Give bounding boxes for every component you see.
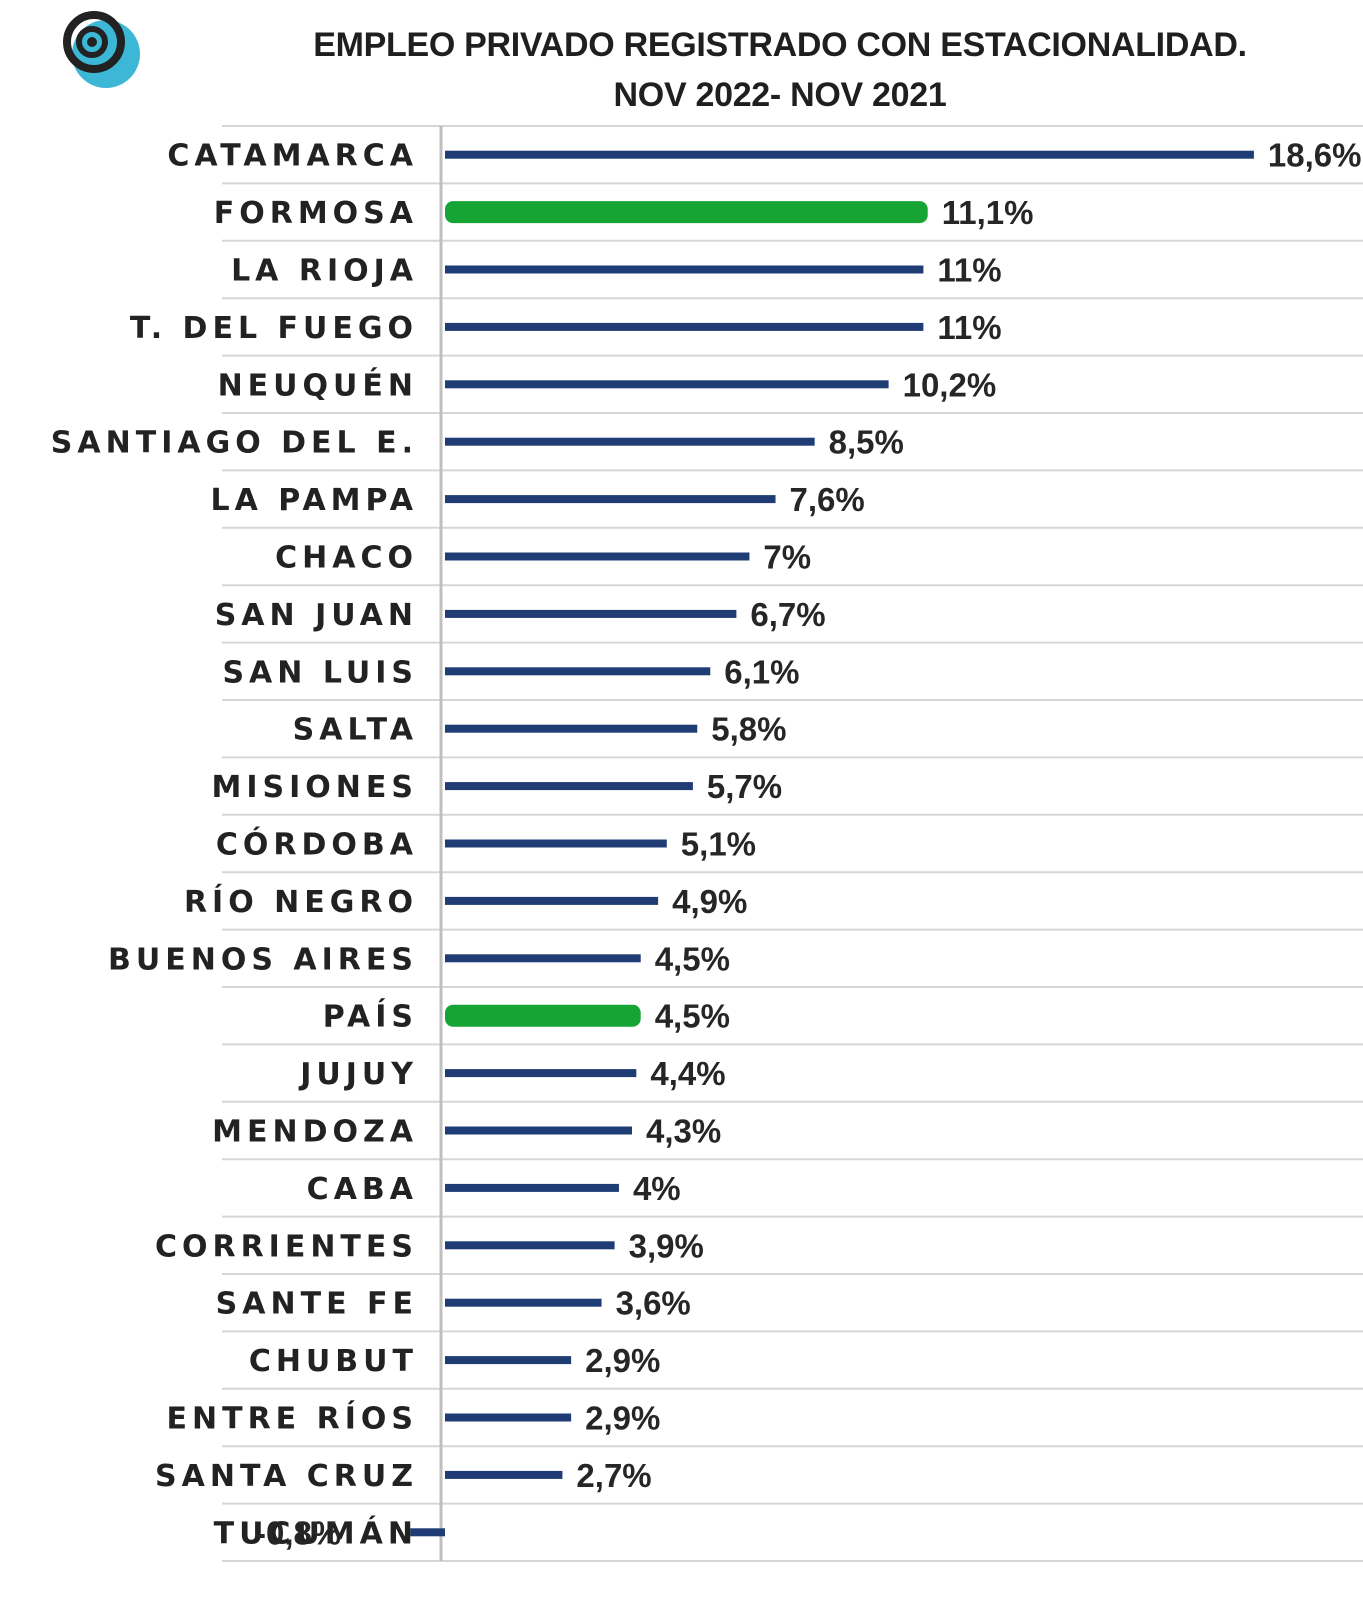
chart-title: EMPLEO PRIVADO REGISTRADO CON ESTACIONAL… xyxy=(313,26,1247,64)
data-label: 4,3% xyxy=(646,1113,721,1150)
data-label: 6,7% xyxy=(750,596,825,633)
category-label: MENDOZA xyxy=(212,1115,418,1150)
category-label: LA PAMPA xyxy=(210,483,418,518)
chart-subtitle: NOV 2022- NOV 2021 xyxy=(613,76,947,114)
data-label: 7,6% xyxy=(790,481,865,518)
category-label: T. DEL FUEGO xyxy=(130,311,418,346)
bar xyxy=(445,1069,637,1078)
bar xyxy=(445,1241,615,1250)
category-label: PAÍS xyxy=(323,999,418,1035)
data-label: 3,6% xyxy=(616,1285,691,1322)
bar xyxy=(445,1356,572,1365)
data-label: 3,9% xyxy=(629,1227,704,1264)
category-label: JUJUY xyxy=(298,1057,418,1092)
category-label: SANTE FE xyxy=(216,1287,418,1322)
data-label: 2,9% xyxy=(585,1342,660,1379)
bar xyxy=(445,782,693,791)
data-label: 5,8% xyxy=(711,711,786,748)
data-label: 7% xyxy=(763,539,811,576)
data-label: -0,8% xyxy=(255,1514,341,1551)
data-label: 2,7% xyxy=(576,1457,651,1494)
bar xyxy=(445,552,750,561)
category-label: CHACO xyxy=(275,541,418,576)
bar xyxy=(445,1470,563,1479)
bar xyxy=(445,1298,602,1307)
bar xyxy=(410,1528,445,1537)
category-label: ENTRE RÍOS xyxy=(167,1401,418,1437)
data-label: 11% xyxy=(937,309,1001,346)
bar xyxy=(445,609,737,618)
category-label: RÍO NEGRO xyxy=(184,884,418,920)
data-label: 10,2% xyxy=(903,366,997,403)
bar xyxy=(445,150,1254,159)
category-label: CÓRDOBA xyxy=(216,826,418,863)
data-label: 4,9% xyxy=(672,883,747,920)
data-label: 4,5% xyxy=(655,998,730,1035)
spiral-logo-icon xyxy=(54,8,150,92)
bar xyxy=(445,896,659,905)
category-label: CABA xyxy=(307,1172,418,1207)
data-label: 6,1% xyxy=(724,653,799,690)
data-label: 18,6% xyxy=(1268,137,1362,174)
category-label: LA RIOJA xyxy=(231,254,418,289)
category-label: TUCUMÁN xyxy=(214,1515,418,1551)
category-label: CORRIENTES xyxy=(155,1229,418,1264)
bar xyxy=(445,667,711,676)
data-label: 4% xyxy=(633,1170,681,1207)
bar xyxy=(445,1004,641,1027)
category-label: SANTA CRUZ xyxy=(155,1459,418,1494)
data-label: 2,9% xyxy=(585,1400,660,1437)
category-label: BUENOS AIRES xyxy=(108,942,418,977)
bar xyxy=(445,724,698,733)
data-label: 8,5% xyxy=(829,424,904,461)
category-label: SALTA xyxy=(293,713,418,748)
data-label: 4,4% xyxy=(650,1055,725,1092)
data-label: 11,1% xyxy=(942,194,1034,231)
data-label: 5,7% xyxy=(707,768,782,805)
bar xyxy=(445,322,924,331)
data-label: 5,1% xyxy=(681,826,756,863)
category-label: FORMOSA xyxy=(214,196,418,231)
bar xyxy=(445,1413,572,1422)
bar xyxy=(445,1183,619,1192)
category-label: SANTIAGO DEL E. xyxy=(51,426,418,461)
category-label: CATAMARCA xyxy=(167,139,418,174)
category-label: CHUBUT xyxy=(249,1344,418,1379)
data-label: 11% xyxy=(937,252,1001,289)
bar xyxy=(445,1126,633,1135)
bar xyxy=(445,839,667,848)
bar xyxy=(445,380,889,389)
bar xyxy=(445,437,815,446)
category-label: SAN JUAN xyxy=(215,598,418,633)
category-label: MISIONES xyxy=(212,770,419,805)
bar xyxy=(445,265,924,274)
category-label: SAN LUIS xyxy=(222,655,418,690)
category-label: NEUQUÉN xyxy=(218,367,418,403)
bar xyxy=(445,201,928,224)
data-label: 4,5% xyxy=(655,940,730,977)
bar xyxy=(445,954,641,963)
bar xyxy=(445,495,776,504)
